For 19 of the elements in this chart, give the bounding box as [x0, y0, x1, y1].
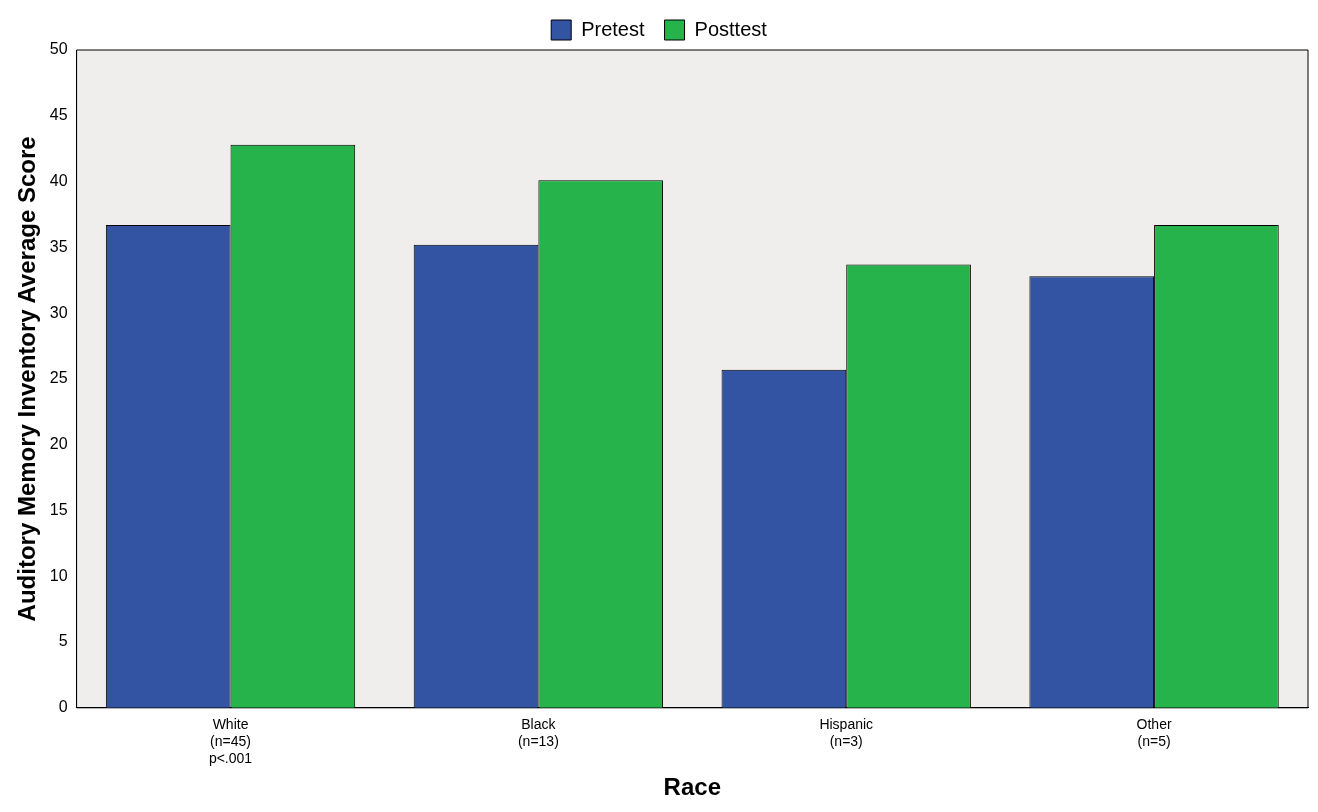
- y-tick-label: 10: [49, 566, 68, 584]
- legend-label: Pretest: [581, 17, 645, 40]
- y-tick-label: 35: [49, 237, 68, 255]
- y-tick-label: 15: [49, 500, 68, 518]
- y-tick-label: 50: [49, 40, 68, 58]
- x-tick-label: Black (n=13): [517, 716, 559, 749]
- y-tick-label: 0: [58, 698, 68, 716]
- y-tick-label: 5: [58, 632, 68, 650]
- y-tick-label: 40: [49, 171, 68, 189]
- x-tick-label: Other (n=5): [1136, 716, 1172, 749]
- y-tick-label: 30: [49, 303, 68, 321]
- y-tick-label: 45: [49, 106, 68, 124]
- y-tick-label: 20: [49, 435, 68, 453]
- y-tick-label: 25: [49, 369, 68, 387]
- legend-label: Posttest: [694, 17, 768, 40]
- x-tick-label: White (n=45) p<.001: [208, 716, 253, 766]
- y-axis-title: Auditory Memory Inventory Average Score: [13, 136, 41, 622]
- x-tick-label: Hispanic (n=3): [819, 716, 874, 749]
- x-axis-title: Race: [663, 773, 721, 801]
